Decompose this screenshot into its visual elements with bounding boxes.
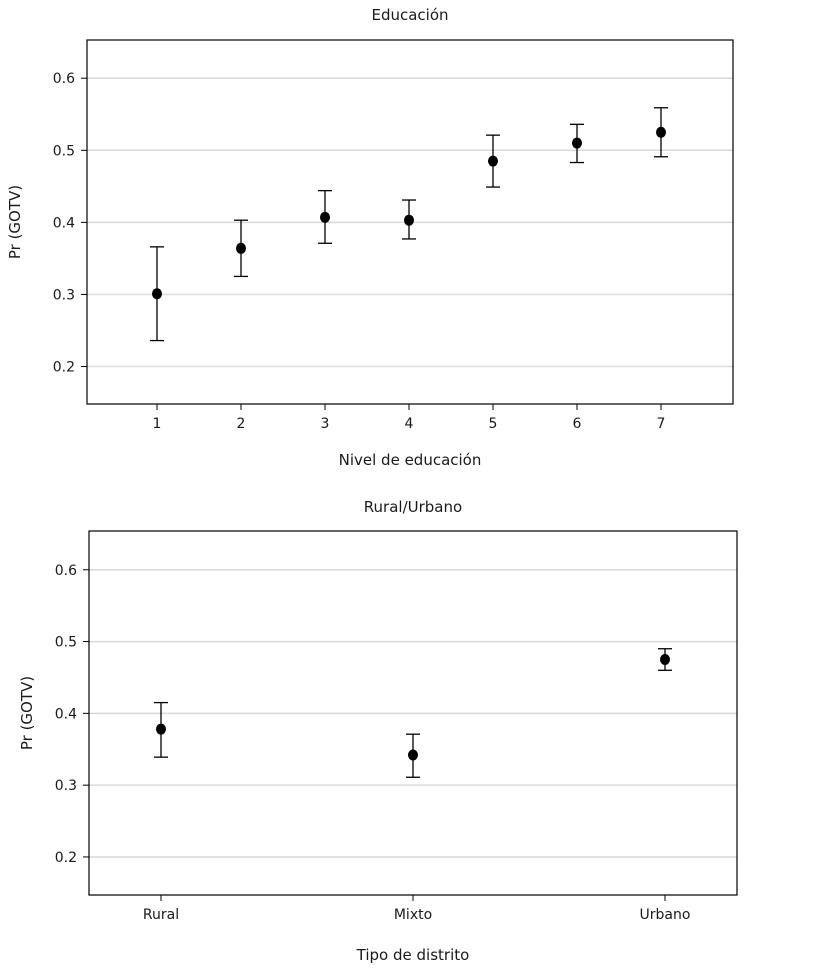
data-point xyxy=(152,288,162,300)
y-tick-label: 0.4 xyxy=(55,706,77,722)
data-point xyxy=(488,155,498,167)
data-point xyxy=(404,214,414,226)
data-point xyxy=(660,654,670,666)
data-point xyxy=(572,137,582,149)
y-tick-label: 0.5 xyxy=(53,143,75,159)
x-tick-label: 7 xyxy=(657,416,666,432)
data-point xyxy=(408,749,418,761)
y-tick-label: 0.6 xyxy=(55,563,77,579)
x-tick-label: Rural xyxy=(143,907,179,923)
chart-title: Educación xyxy=(371,6,448,24)
x-tick-label: 1 xyxy=(153,416,162,432)
data-point xyxy=(656,126,666,138)
chart-panel-1: Educación 0.2 0.3 0.4 0.5 0.6 1 2 3 4 5 6 7 Nivel de … xyxy=(6,6,734,469)
chart-panel-2: Rural/Urbano 0.2 0.3 0.4 0.5 0.6 Rural Mixto Urb… xyxy=(18,498,738,964)
plot-frame xyxy=(86,39,734,405)
y-tick-label: 0.3 xyxy=(55,778,77,794)
x-tick-label: 5 xyxy=(489,416,498,432)
y-tick-label: 0.3 xyxy=(53,287,75,303)
data-point xyxy=(156,723,166,735)
x-tick-label: 4 xyxy=(405,416,414,432)
y-tick-label: 0.2 xyxy=(53,360,75,376)
x-tick-label: Mixto xyxy=(394,907,432,923)
data-point xyxy=(320,211,330,223)
x-tick-label: 6 xyxy=(573,416,582,432)
y-axis-label: Pr (GOTV) xyxy=(6,185,24,259)
x-tick-label: Urbano xyxy=(640,907,691,923)
x-axis-label: Nivel de educación xyxy=(339,451,482,469)
x-tick-label: 3 xyxy=(321,416,330,432)
y-tick-label: 0.4 xyxy=(53,215,75,231)
x-tick-label: 2 xyxy=(237,416,246,432)
y-tick-label: 0.5 xyxy=(55,635,77,651)
y-tick-label: 0.6 xyxy=(53,71,75,87)
y-axis-label: Pr (GOTV) xyxy=(18,676,36,750)
y-tick-label: 0.2 xyxy=(55,850,77,866)
data-point xyxy=(236,242,246,254)
x-axis-label: Tipo de distrito xyxy=(356,946,470,964)
chart-title: Rural/Urbano xyxy=(364,498,462,516)
